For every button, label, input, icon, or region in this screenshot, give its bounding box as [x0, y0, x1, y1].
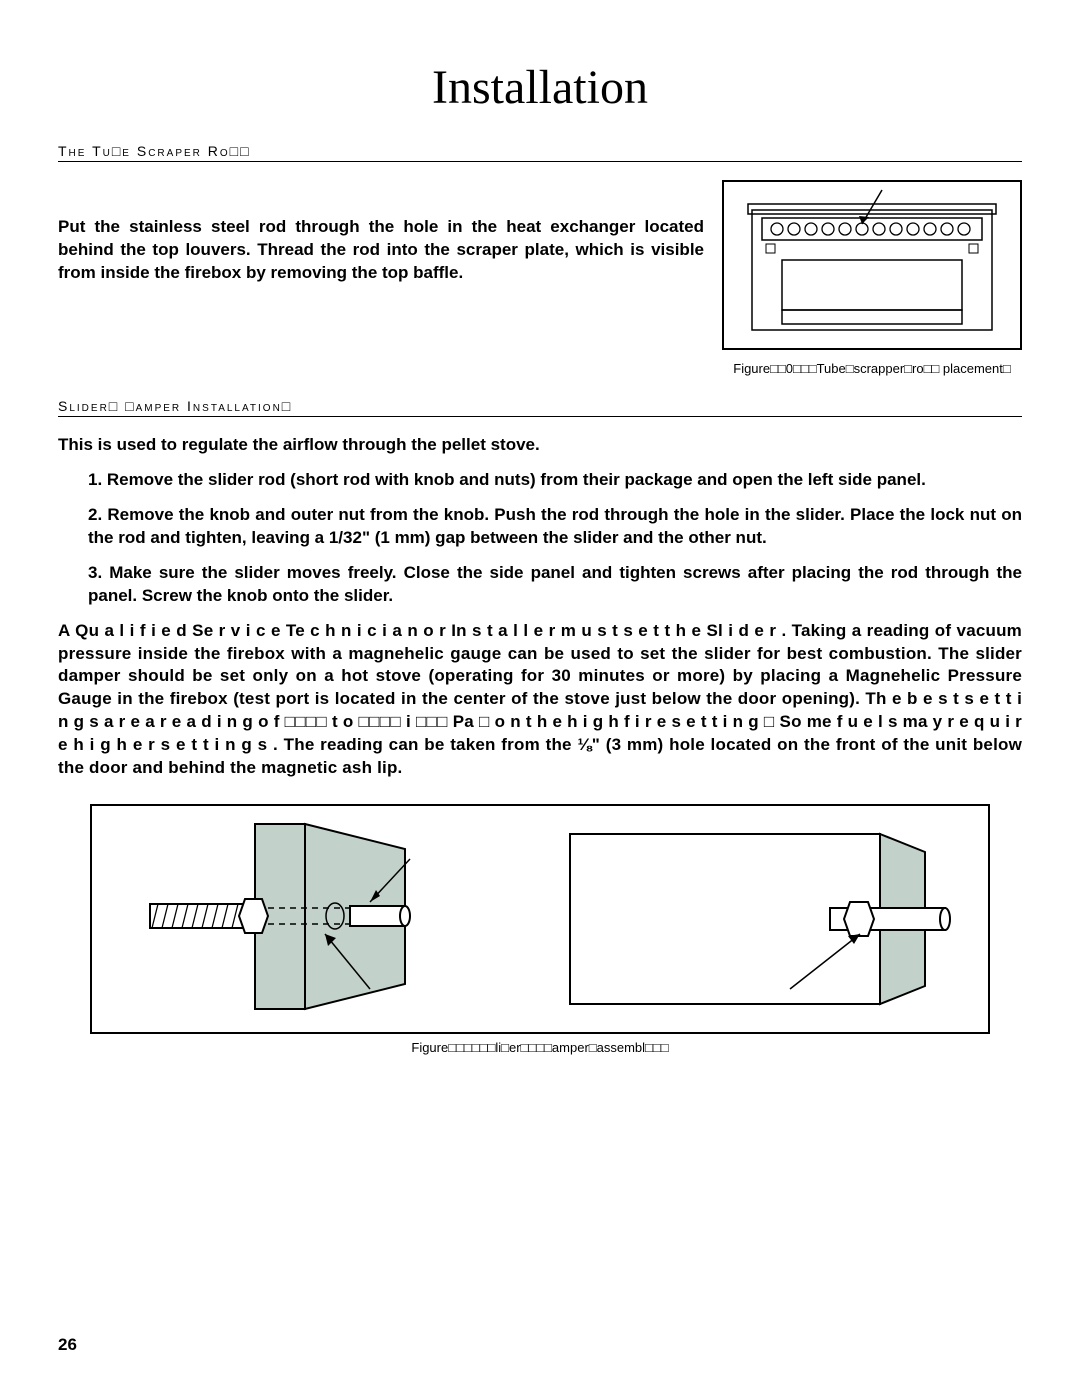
slider-step-2: 2. Remove the knob and outer nut from th…: [58, 504, 1022, 550]
figure-21-caption: Figure□□□□□□li□er□□□□amper□assembl□□□: [58, 1040, 1022, 1057]
section-heading-slider: Slider□ □amper Installation□: [58, 398, 1022, 417]
figure-20-caption: Figure□□0□□□Tube□scrapper□ro□□ placement…: [722, 361, 1022, 378]
page-number: 26: [58, 1335, 77, 1355]
figure-20-svg: [722, 180, 1022, 350]
page-title: Installation: [58, 60, 1022, 115]
figure-21-svg: [90, 804, 990, 1034]
section-heading-tube: The Tu□e Scraper Ro□□: [58, 143, 1022, 162]
tube-section-row: Put the stainless steel rod through the …: [58, 180, 1022, 378]
figure-20: Figure□□0□□□Tube□scrapper□ro□□ placement…: [722, 180, 1022, 378]
slider-block-paragraph: A Qu a l i f i e d Se r v i c e Te c h n…: [58, 620, 1022, 781]
tube-paragraph: Put the stainless steel rod through the …: [58, 180, 704, 285]
figure-21: Figure□□□□□□li□er□□□□amper□assembl□□□: [58, 804, 1022, 1057]
slider-step-3: 3. Make sure the slider moves freely. Cl…: [58, 562, 1022, 608]
slider-step-1: 1. Remove the slider rod (short rod with…: [58, 469, 1022, 492]
slider-intro: This is used to regulate the airflow thr…: [58, 435, 1022, 455]
